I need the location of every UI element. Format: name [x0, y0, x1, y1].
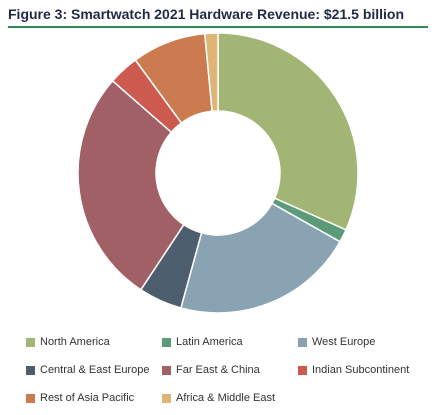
legend-swatch [298, 337, 307, 347]
chart-title: Figure 3: Smartwatch 2021 Hardware Reven… [8, 6, 405, 22]
legend-swatch [162, 365, 171, 375]
legend-label: Africa & Middle East [176, 392, 276, 404]
legend-label: Central & East Europe [40, 364, 150, 376]
legend-item: Latin America [162, 336, 298, 348]
donut-slice-north-america [217, 32, 359, 231]
legend-label: North America [40, 336, 110, 348]
donut-chart [77, 32, 359, 314]
legend-item: Far East & China [162, 364, 298, 376]
donut-slice-africa-middle-east [203, 32, 219, 113]
legend-swatch [26, 393, 35, 403]
legend-item: Rest of Asia Pacific [26, 392, 162, 404]
legend-label: Rest of Asia Pacific [40, 392, 135, 404]
legend-label: West Europe [312, 336, 376, 348]
legend-item: Central & East Europe [26, 364, 162, 376]
legend-item: Africa & Middle East [162, 392, 298, 404]
donut-slice-west-europe [179, 202, 341, 314]
legend-label: Indian Subcontinent [312, 364, 410, 376]
legend-swatch [162, 393, 171, 403]
legend-label: Far East & China [176, 364, 260, 376]
legend-swatch [298, 365, 307, 375]
legend-swatch [26, 365, 35, 375]
legend-swatch [162, 337, 171, 347]
legend-item: North America [26, 336, 162, 348]
donut-slice-far-east-china [77, 79, 185, 291]
legend-label: Latin America [176, 336, 243, 348]
legend-item: Indian Subcontinent [298, 364, 434, 376]
title-underline [8, 26, 428, 28]
legend-swatch [26, 337, 35, 347]
chart-legend: North America Latin America West Europe Cen… [26, 336, 436, 404]
legend-item: West Europe [298, 336, 434, 348]
